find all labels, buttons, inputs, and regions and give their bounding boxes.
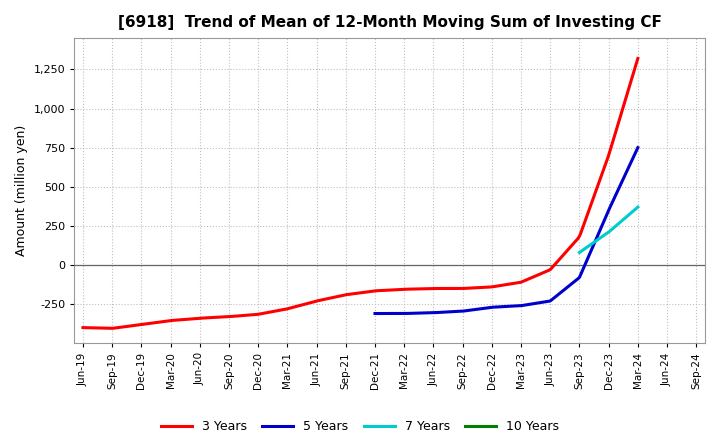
Title: [6918]  Trend of Mean of 12-Month Moving Sum of Investing CF: [6918] Trend of Mean of 12-Month Moving … (117, 15, 662, 30)
Legend: 3 Years, 5 Years, 7 Years, 10 Years: 3 Years, 5 Years, 7 Years, 10 Years (156, 415, 564, 438)
Y-axis label: Amount (million yen): Amount (million yen) (15, 125, 28, 257)
